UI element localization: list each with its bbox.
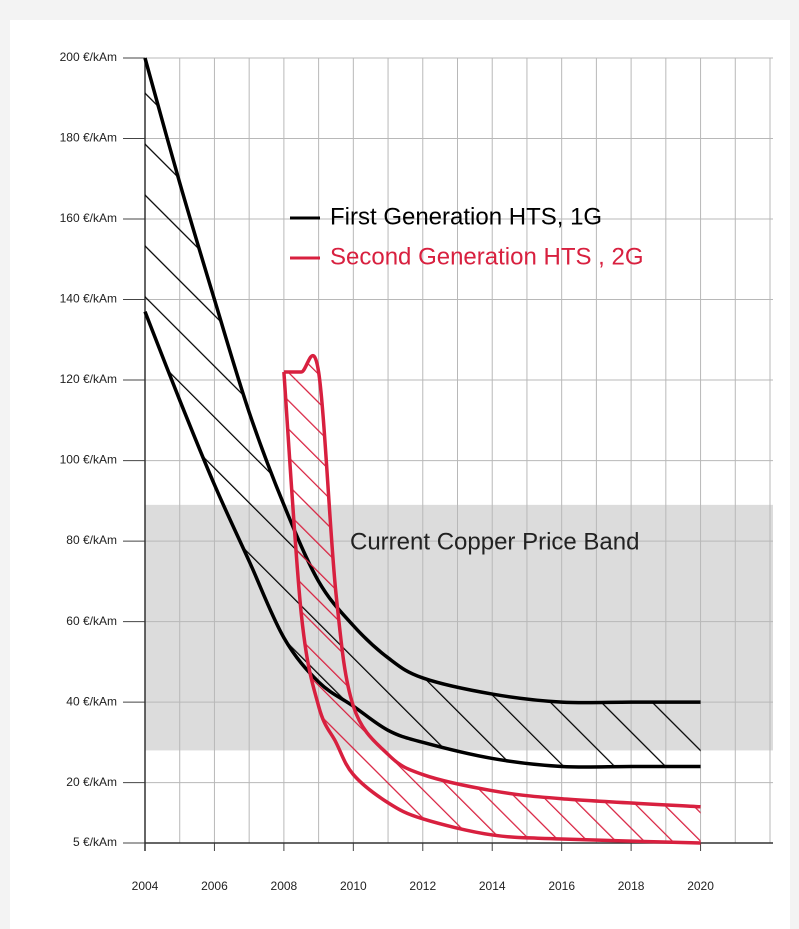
y-tick-label: 100 €/kAm (60, 453, 117, 467)
x-tick-label: 2018 (618, 879, 645, 893)
y-tick-label: 60 €/kAm (66, 614, 117, 628)
y-tick-label: 80 €/kAm (66, 533, 117, 547)
y-tick-label: 140 €/kAm (60, 292, 117, 306)
x-tick-label: 2010 (340, 879, 367, 893)
x-tick-label: 2012 (409, 879, 436, 893)
y-tick-label: 180 €/kAm (60, 131, 117, 145)
legend-label: First Generation HTS, 1G (330, 203, 602, 230)
y-tick-label: 160 €/kAm (60, 211, 117, 225)
x-tick-label: 2008 (271, 879, 298, 893)
y-tick-label: 200 €/kAm (60, 50, 117, 64)
x-tick-label: 2004 (132, 879, 159, 893)
band-label: Current Copper Price Band (350, 528, 639, 555)
legend-label: Second Generation HTS , 2G (330, 243, 644, 270)
x-tick-label: 2014 (479, 879, 506, 893)
x-tick-label: 2006 (201, 879, 228, 893)
hatch-area (145, 58, 701, 768)
y-tick-label: 120 €/kAm (60, 372, 117, 386)
x-tick-label: 2020 (687, 879, 714, 893)
y-tick-label: 5 €/kAm (73, 835, 117, 849)
y-tick-label: 20 €/kAm (66, 775, 117, 789)
y-tick-label: 40 €/kAm (66, 694, 117, 708)
x-tick-label: 2016 (548, 879, 575, 893)
series-line-lower (282, 371, 701, 845)
series-line-upper (283, 353, 701, 809)
